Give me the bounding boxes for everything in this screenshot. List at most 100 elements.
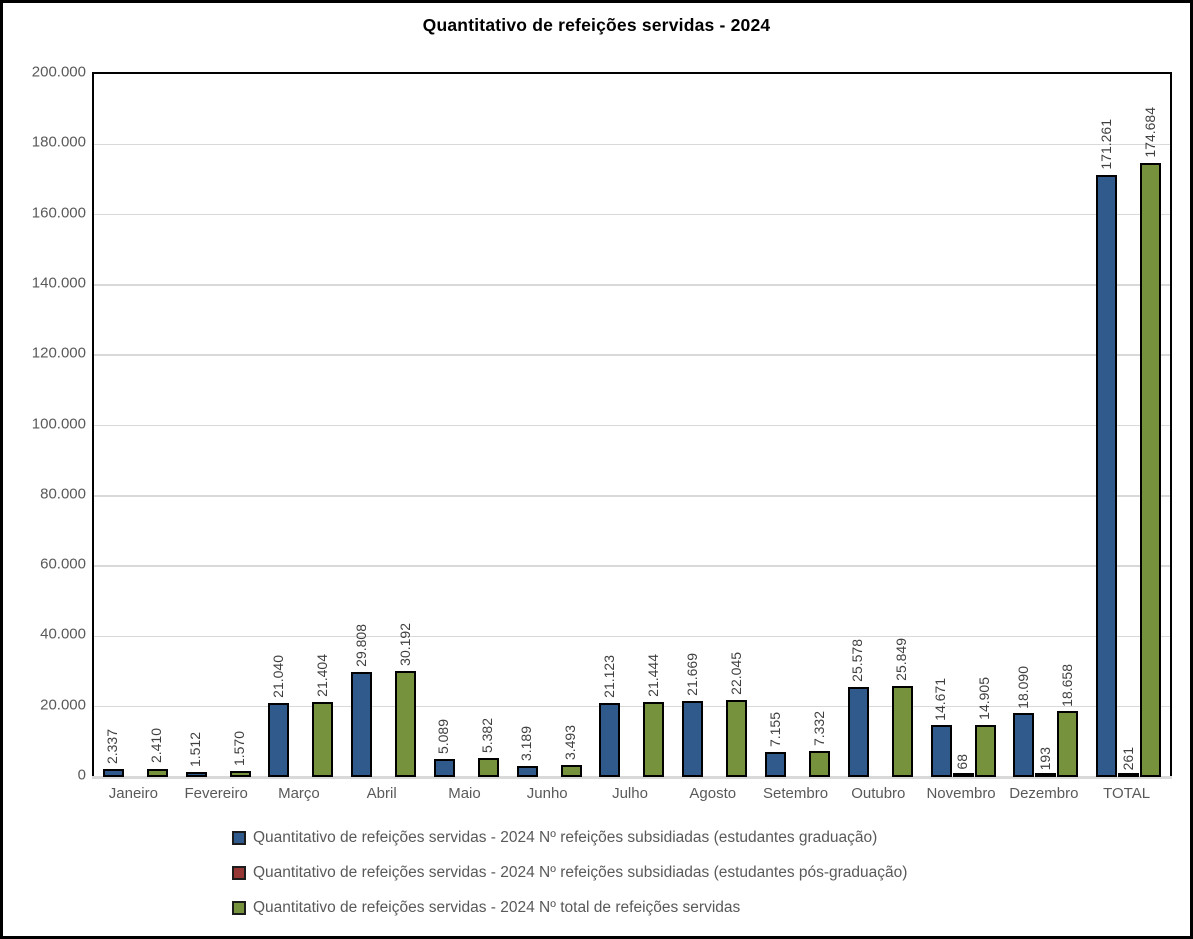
- legend-marker-total-icon: [232, 901, 246, 915]
- x-axis-line: [92, 776, 1172, 779]
- y-tick-label: 160.000: [31, 204, 86, 222]
- y-tick-label: 0: [77, 766, 86, 784]
- category-group-março: 21.040 21.404: [260, 74, 343, 777]
- bar-series0-outubro: [847, 687, 869, 777]
- x-axis-label-dezembro: Dezembro: [1009, 785, 1079, 802]
- data-label-series1-dezembro: 193: [1036, 746, 1053, 770]
- x-axis-label-total: TOTAL: [1103, 785, 1151, 802]
- data-label-series2-junho: 3.493: [562, 724, 579, 760]
- category-group-janeiro: 2.337 2.410: [94, 74, 177, 777]
- data-label-series2-outubro: 25.849: [893, 638, 910, 682]
- data-label-series2-dezembro: 18.658: [1058, 663, 1075, 707]
- gridline: [94, 565, 1170, 567]
- bar-series2-setembro: [809, 751, 831, 777]
- bar-series0-agosto: [682, 700, 704, 777]
- legend-label-pos-graduacao: Quantitativo de refeições servidas - 202…: [253, 864, 908, 881]
- bar-series1-total: [1118, 773, 1140, 777]
- bar-series0-dezembro: [1013, 713, 1035, 777]
- data-label-series0-julho: 21.123: [600, 654, 617, 698]
- gridline: [94, 213, 1170, 216]
- x-axis-label-fevereiro: Fevereiro: [184, 785, 248, 802]
- x-axis-label-novembro: Novembro: [926, 785, 996, 802]
- bar-series2-maio: [477, 758, 499, 777]
- category-group-abril: 29.808 30.192: [342, 74, 425, 777]
- data-label-series0-abril: 29.808: [352, 624, 369, 668]
- data-label-series0-total: 171.261: [1097, 119, 1114, 171]
- plot-area: 2.337 2.410 1.512 1.570 21.040 21.404 29.808 30…: [92, 72, 1172, 779]
- bar-series2-abril: [395, 670, 417, 777]
- bar-series2-fevereiro: [229, 771, 251, 777]
- data-label-series2-março: 21.404: [313, 653, 330, 697]
- data-label-series0-março: 21.040: [269, 655, 286, 699]
- bar-series2-total: [1140, 163, 1162, 777]
- data-label-series2-setembro: 7.332: [810, 711, 827, 747]
- x-axis-label-agosto: Agosto: [689, 785, 737, 802]
- bar-series1-dezembro: [1035, 773, 1057, 777]
- bar-series2-março: [312, 701, 334, 777]
- data-label-series2-total: 174.684: [1141, 107, 1158, 158]
- y-tick-label: 40.000: [40, 625, 86, 643]
- x-axis-label-julho: Julho: [612, 785, 648, 802]
- gridline: [94, 284, 1170, 286]
- data-label-series2-julho: 21.444: [644, 653, 661, 697]
- y-tick-label: 180.000: [31, 133, 86, 151]
- y-tick-label: 20.000: [40, 696, 86, 714]
- data-label-series2-janeiro: 2.410: [148, 728, 165, 764]
- bar-series2-agosto: [726, 699, 748, 777]
- data-label-series0-agosto: 21.669: [683, 653, 700, 696]
- x-axis-label-abril: Abril: [366, 785, 397, 802]
- y-tick-label: 200.000: [31, 63, 86, 81]
- category-group-agosto: 21.669 22.045: [673, 74, 756, 777]
- bar-series2-novembro: [974, 724, 996, 777]
- gridline: [94, 705, 1170, 708]
- data-label-series2-agosto: 22.045: [727, 651, 744, 695]
- gridline: [94, 635, 1170, 638]
- bar-series2-junho: [560, 764, 582, 777]
- data-label-series0-novembro: 14.671: [932, 677, 949, 721]
- category-group-dezembro: 18.090 193 18.658: [1004, 74, 1087, 777]
- y-tick-label: 60.000: [40, 555, 86, 573]
- y-tick-label: 80.000: [40, 485, 86, 503]
- category-group-setembro: 7.155 7.332: [756, 74, 839, 777]
- y-tick-label: 140.000: [31, 274, 86, 292]
- data-label-series0-janeiro: 2.337: [104, 728, 121, 764]
- category-group-novembro: 14.671 68 14.905: [922, 74, 1005, 777]
- bar-series0-maio: [433, 759, 455, 777]
- x-axis-label-maio: Maio: [448, 785, 481, 802]
- bar-series2-dezembro: [1057, 711, 1079, 777]
- gridline: [94, 424, 1170, 427]
- data-label-series0-setembro: 7.155: [766, 711, 783, 747]
- data-label-series2-fevereiro: 1.570: [231, 731, 248, 767]
- data-label-series0-outubro: 25.578: [849, 639, 866, 683]
- category-group-fevereiro: 1.512 1.570: [177, 74, 260, 777]
- bar-series0-fevereiro: [185, 771, 207, 777]
- bar-series0-abril: [351, 672, 373, 777]
- x-axis-label-junho: Junho: [526, 785, 568, 802]
- bar-series0-setembro: [765, 751, 787, 777]
- x-axis: Janeiro Fevereiro Março Abril Maio Junho Julho…: [92, 785, 1168, 807]
- bar-series2-janeiro: [146, 768, 168, 777]
- x-axis-label-setembro: Setembro: [763, 785, 829, 802]
- bar-series2-outubro: [891, 686, 913, 777]
- x-axis-label-março: Março: [278, 785, 320, 802]
- data-label-series0-fevereiro: 1.512: [187, 731, 204, 767]
- bar-series2-julho: [643, 701, 665, 777]
- legend-item-pos-graduacao: Quantitativo de refeições servidas - 202…: [232, 862, 907, 884]
- legend-label-total: Quantitativo de refeições servidas - 202…: [253, 899, 741, 916]
- legend-marker-pos-graduacao-icon: [232, 866, 246, 880]
- gridline: [94, 495, 1170, 497]
- bar-series0-junho: [516, 765, 538, 777]
- bar-series0-março: [268, 703, 290, 777]
- legend-label-graduacao: Quantitativo de refeições servidas - 202…: [253, 829, 878, 846]
- category-group-maio: 5.089 5.382: [425, 74, 508, 777]
- category-group-julho: 21.123 21.444: [591, 74, 674, 777]
- legend-item-graduacao: Quantitativo de refeições servidas - 202…: [232, 827, 907, 849]
- bar-series0-julho: [599, 702, 621, 777]
- x-axis-label-janeiro: Janeiro: [108, 785, 158, 802]
- y-tick-label: 100.000: [31, 415, 86, 432]
- data-label-series2-novembro: 14.905: [976, 676, 993, 720]
- bar-series0-janeiro: [102, 768, 124, 777]
- bar-series1-novembro: [952, 773, 974, 777]
- x-axis-label-outubro: Outubro: [851, 785, 906, 802]
